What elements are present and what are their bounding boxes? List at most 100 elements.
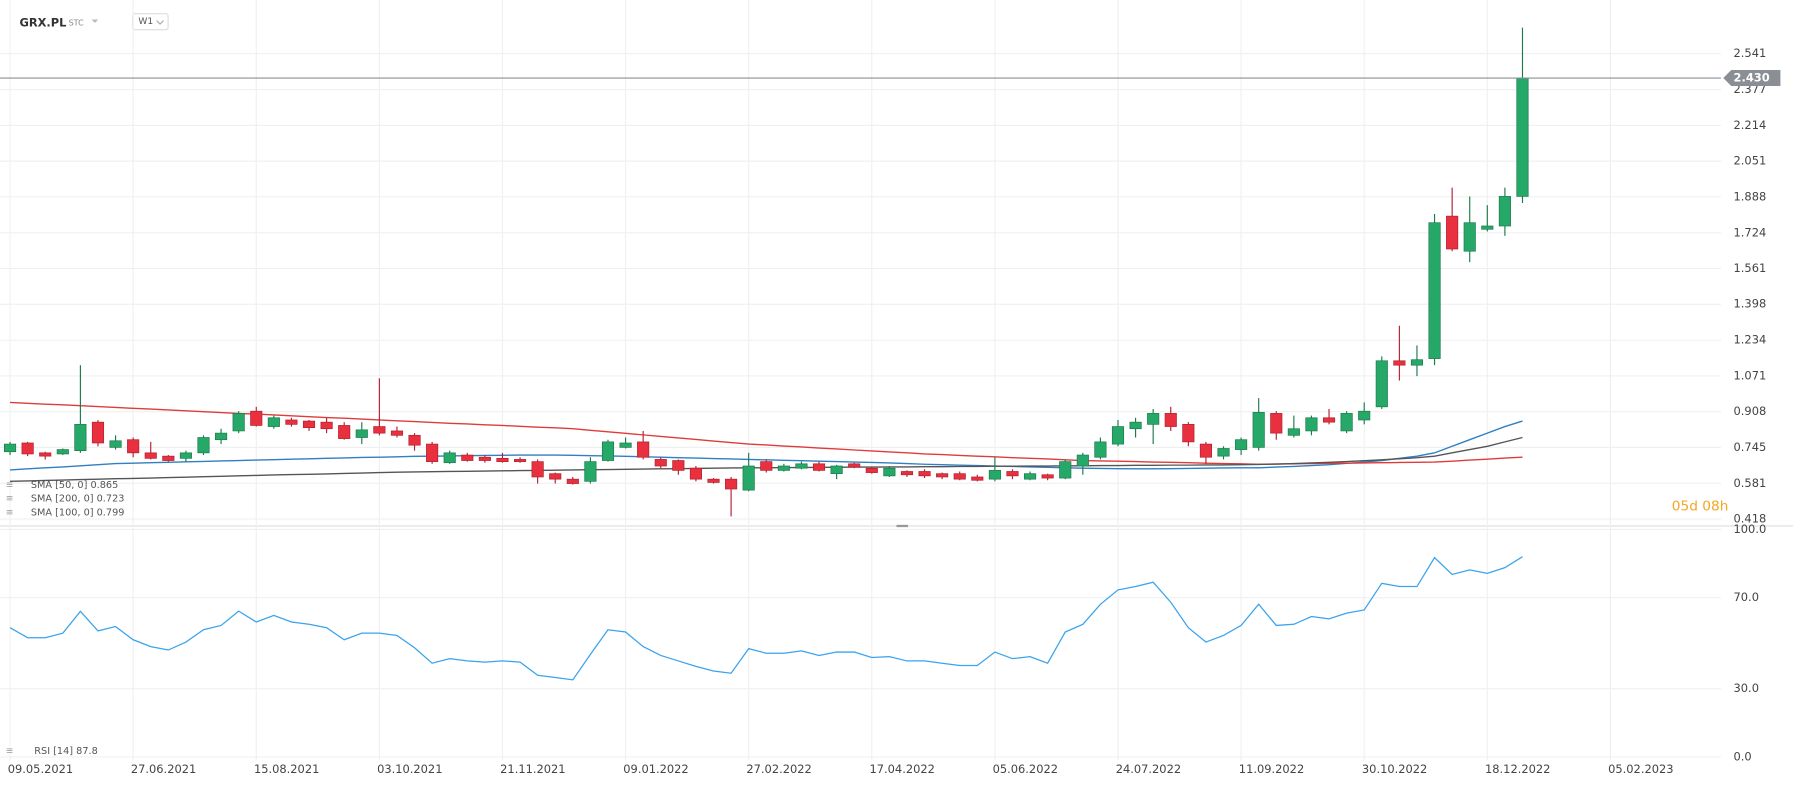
- candle-body: [1076, 454, 1089, 467]
- y-tick-label: 100.0: [1734, 522, 1767, 536]
- candle-body: [1498, 196, 1511, 227]
- candle-body: [883, 467, 896, 477]
- legend-icon[interactable]: ≡: [6, 747, 14, 757]
- candle-body: [1340, 413, 1353, 432]
- candle-body: [338, 425, 351, 439]
- candle-body: [1024, 473, 1037, 480]
- candle-body: [408, 434, 421, 446]
- candle-body: [1217, 448, 1230, 457]
- candle-body: [936, 473, 949, 478]
- candle-body: [373, 426, 386, 434]
- y-tick-label: 30.0: [1734, 681, 1759, 695]
- candle-body: [725, 478, 738, 490]
- candle-body: [1481, 225, 1494, 230]
- candle-body: [426, 443, 439, 462]
- y-tick-label: 2.541: [1734, 46, 1767, 60]
- x-tick-label: 27.02.2022: [746, 762, 811, 776]
- y-tick-label: 0.0: [1734, 749, 1752, 763]
- candle-body: [619, 442, 632, 448]
- exchange[interactable]: STC: [69, 18, 84, 27]
- candle-body: [1270, 413, 1283, 434]
- candle-body: [777, 465, 790, 471]
- candle-body: [250, 410, 263, 426]
- legend-icon[interactable]: ≡: [6, 494, 14, 504]
- candle-body: [1199, 443, 1212, 458]
- candle-body: [144, 452, 157, 459]
- legend-entry: RSI [14] 87.8: [34, 746, 97, 757]
- candle-body: [742, 465, 755, 491]
- y-tick-label: 1.724: [1734, 225, 1767, 239]
- x-tick-label: 17.04.2022: [869, 762, 934, 776]
- candle-body: [1287, 428, 1300, 436]
- dropdown-arrow[interactable]: [91, 19, 99, 23]
- legend-entry: SMA [200, 0] 0.723: [31, 494, 125, 505]
- legend-entry: SMA [50, 0] 0.865: [31, 480, 118, 491]
- candle-body: [549, 473, 562, 480]
- candle-body: [900, 471, 914, 476]
- candle-body: [830, 465, 843, 475]
- x-tick-label: 09.05.2021: [8, 762, 73, 776]
- candle-body: [566, 478, 579, 484]
- x-tick-label: 21.11.2021: [500, 762, 565, 776]
- candle-body: [1375, 360, 1388, 408]
- candle-body: [1059, 461, 1072, 479]
- candle-body: [1393, 360, 1406, 366]
- candle-body: [1428, 222, 1441, 359]
- candle-body: [302, 420, 316, 428]
- candle-body: [320, 421, 333, 430]
- x-tick-label: 30.10.2022: [1362, 762, 1427, 776]
- candle-body: [478, 456, 491, 461]
- candle-body: [689, 467, 702, 480]
- y-tick-label: 1.888: [1734, 189, 1767, 203]
- legend-entry: SMA [100, 0] 0.799: [31, 507, 125, 518]
- candle-body: [1147, 413, 1160, 425]
- candle-body: [865, 467, 878, 473]
- candle-body: [162, 455, 175, 461]
- y-tick-label: 0.418: [1734, 512, 1767, 526]
- candle-body: [179, 452, 192, 459]
- symbol: GRX.PL: [19, 15, 66, 29]
- legend-icon[interactable]: ≡: [6, 508, 14, 518]
- candle-body: [232, 413, 245, 432]
- candle-body: [601, 441, 615, 461]
- candle-body: [707, 478, 720, 483]
- candle-body: [760, 461, 773, 471]
- candle-body: [496, 457, 509, 462]
- candle-body: [584, 461, 597, 482]
- candle-body: [1463, 222, 1476, 252]
- candle-body: [91, 421, 105, 444]
- candle-body: [3, 443, 17, 453]
- x-tick-label: 03.10.2021: [377, 762, 442, 776]
- candle-body: [1111, 426, 1125, 445]
- timeframe[interactable]: W1: [138, 17, 153, 27]
- candle-body: [1446, 215, 1459, 250]
- last-price-label: 2.430: [1734, 71, 1770, 85]
- candle-body: [1235, 439, 1248, 450]
- candle-body: [1322, 417, 1336, 423]
- legend-icon[interactable]: ≡: [6, 480, 14, 490]
- candle-body: [848, 463, 861, 468]
- candle-body: [56, 449, 69, 455]
- candle-body: [971, 476, 984, 481]
- candle-body: [461, 454, 474, 461]
- candle-body: [1516, 77, 1529, 197]
- x-tick-label: 05.02.2023: [1608, 762, 1673, 776]
- timeframe-arrow: [156, 20, 164, 25]
- candle-body: [513, 459, 527, 462]
- candle-body: [1358, 410, 1371, 421]
- candle-body: [390, 430, 404, 436]
- y-tick-label: 2.051: [1734, 154, 1767, 168]
- candle-body: [267, 417, 280, 427]
- candle-body: [812, 463, 826, 471]
- candle-body: [74, 424, 87, 452]
- candle-body: [672, 460, 685, 471]
- candle-body: [1129, 421, 1142, 430]
- y-tick-label: 70.0: [1734, 590, 1759, 604]
- y-tick-label: 1.561: [1734, 261, 1767, 275]
- candle-body: [988, 470, 1001, 480]
- countdown: 05d 08h: [1672, 499, 1729, 515]
- y-tick-label: 2.214: [1734, 118, 1767, 132]
- y-tick-label: 1.071: [1734, 368, 1767, 382]
- candle-body: [127, 439, 140, 454]
- x-tick-label: 27.06.2021: [131, 762, 196, 776]
